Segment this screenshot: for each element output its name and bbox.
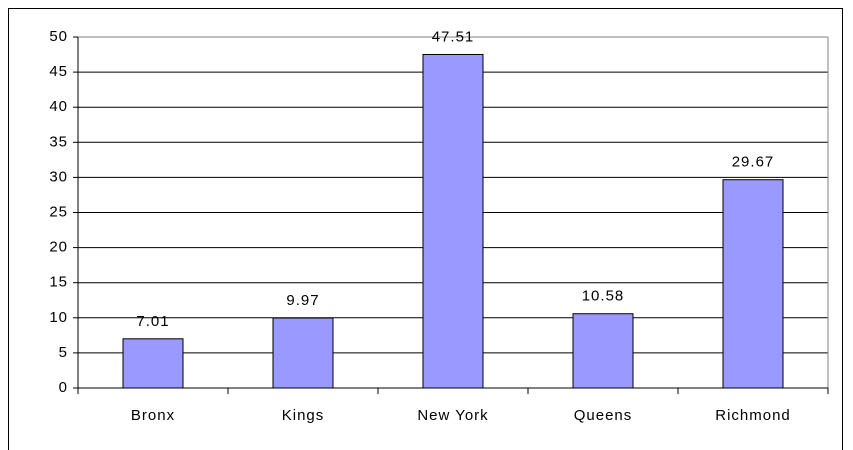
bar xyxy=(422,53,484,389)
y-tick-label: 5 xyxy=(59,344,68,361)
data-label: 7.01 xyxy=(136,313,169,330)
y-tick-label: 10 xyxy=(49,309,68,326)
bar xyxy=(272,317,334,389)
x-tick-label: Richmond xyxy=(715,407,791,424)
data-label: 9.97 xyxy=(286,292,319,309)
y-tick-label: 15 xyxy=(49,274,68,291)
y-tick-label: 50 xyxy=(49,28,68,45)
data-label: 10.58 xyxy=(582,288,625,305)
x-tick-label: New York xyxy=(417,407,488,424)
bar xyxy=(722,179,784,389)
x-tick-label: Bronx xyxy=(131,407,175,424)
y-tick-label: 0 xyxy=(59,379,68,396)
bar xyxy=(572,313,634,389)
y-tick-label: 20 xyxy=(49,239,68,256)
y-tick-label: 30 xyxy=(49,168,68,185)
data-label: 29.67 xyxy=(732,154,775,171)
x-tick-label: Queens xyxy=(574,407,633,424)
y-tick-label: 35 xyxy=(49,133,68,150)
y-tick-label: 25 xyxy=(49,203,68,220)
bar xyxy=(122,338,184,389)
y-tick-label: 45 xyxy=(49,63,68,80)
data-label: 47.51 xyxy=(432,28,475,45)
x-tick-label: Kings xyxy=(282,407,325,424)
y-tick-label: 40 xyxy=(49,98,68,115)
